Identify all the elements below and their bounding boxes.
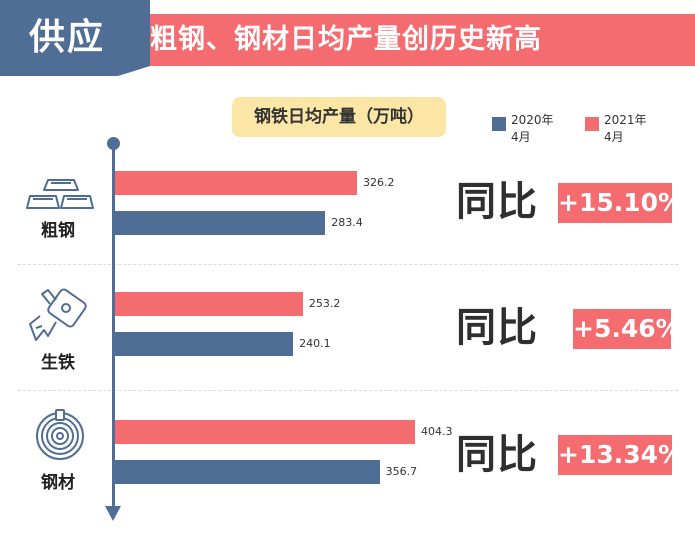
chart-title: 钢铁日均产量（万吨） [232,97,446,137]
yoy-label: 同比 [456,305,538,351]
page-title: 粗钢、钢材日均产量创历史新高 [150,24,542,55]
legend-label-2020-line2: 4月 [511,130,531,144]
row-divider [18,390,678,391]
legend-swatch-2020 [492,117,506,131]
legend-label-2021-line2: 4月 [604,130,624,144]
yoy-change-badge: +15.10% [558,183,683,223]
category-label: 粗钢 [41,221,75,241]
pig-iron-icon [29,288,87,341]
yoy-change-badge: +13.34% [558,435,683,475]
legend-label-2020: 2020年 4月 [511,112,571,146]
category-label: 钢材 [41,473,75,493]
bar-value-label: 283.4 [331,216,363,229]
row-divider [18,264,678,265]
header-bar [118,14,695,66]
legend-label-2021: 2021年 4月 [604,112,664,146]
y-axis-arrow [105,506,121,521]
bar [115,171,358,195]
gold-bars-icon [26,179,94,209]
legend-swatch-2021 [585,117,599,131]
y-axis-line [112,145,115,510]
bar [115,420,415,444]
legend-label-2020-line1: 2020年 [511,113,554,127]
header-tag-label: 供应 [28,17,105,58]
header: 粗钢、钢材日均产量创历史新高 供应 [0,0,695,76]
yoy-label: 同比 [456,179,538,225]
y-axis-start-dot [107,137,120,150]
bar-value-label: 404.3 [421,425,453,438]
bar-value-label: 356.7 [385,465,418,478]
bar [115,332,294,356]
steel-coil-icon [36,409,84,460]
yoy-label: 同比 [456,432,538,478]
header-tag: 供应 [0,0,150,76]
category-label: 生铁 [41,353,75,373]
bar [115,292,303,316]
bar-value-label: 326.2 [363,176,395,189]
legend-label-2021-line1: 2021年 [604,113,647,127]
bar [115,460,380,484]
bar [115,211,326,235]
yoy-change-badge: +5.46% [573,309,681,349]
bar-value-label: 253.2 [308,297,341,310]
bar-value-label: 240.1 [299,337,331,350]
